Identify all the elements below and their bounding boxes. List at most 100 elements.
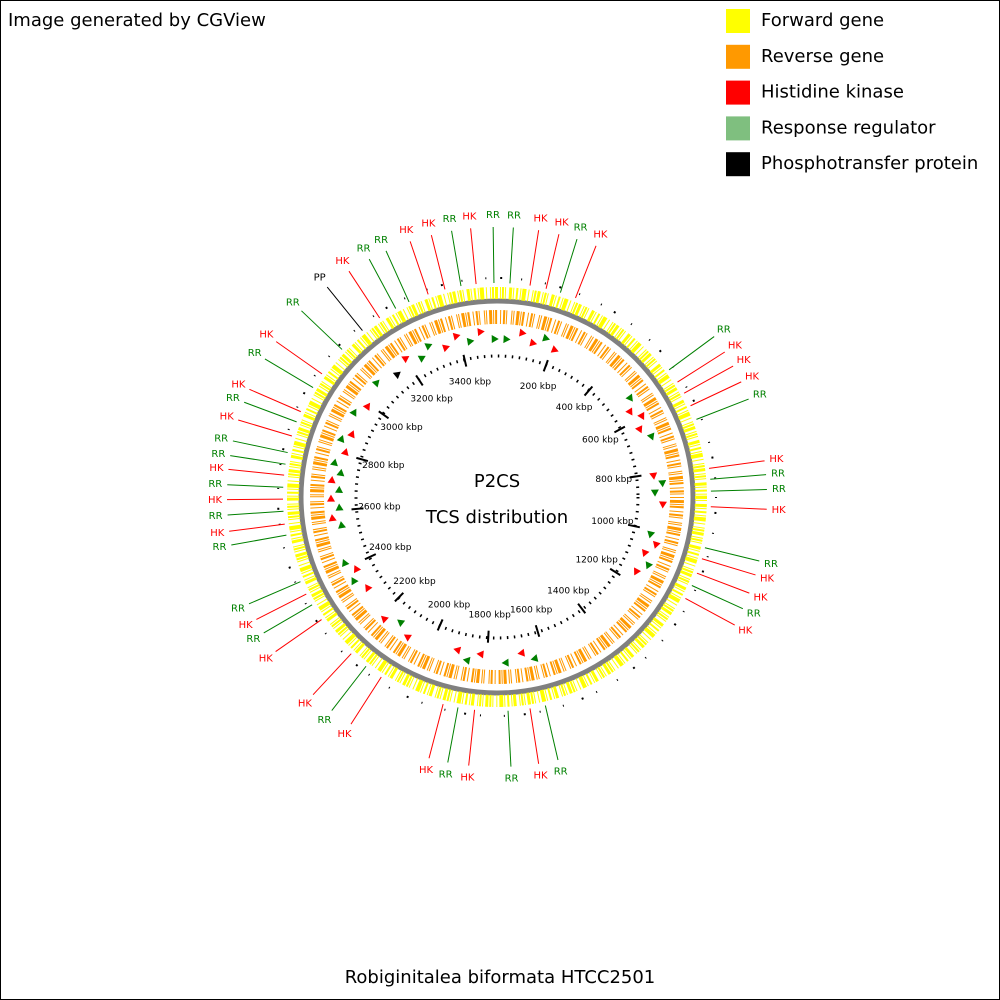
feature-label: HK	[220, 412, 235, 423]
feature-marker	[634, 567, 642, 576]
credit: Image generated by CGView	[8, 10, 266, 31]
map-title: P2CS	[474, 471, 520, 492]
feature-label: HK	[533, 771, 548, 782]
feature-marker	[453, 646, 462, 655]
feature-leader	[451, 230, 462, 287]
feature-marker	[338, 521, 346, 529]
feature-marker	[327, 494, 336, 502]
feature-marker	[349, 408, 357, 417]
feature-leader	[704, 547, 760, 562]
feature-marker	[646, 432, 655, 441]
feature-label: HK	[399, 225, 414, 236]
feature-label: HK	[760, 573, 775, 584]
feature-label: RR	[486, 210, 500, 221]
feature-leader	[691, 585, 744, 610]
feature-label: HK	[210, 528, 225, 539]
feature-label: RR	[209, 511, 223, 522]
ruler-tick	[415, 374, 424, 387]
ruler-label: 200 kbp	[520, 382, 557, 392]
feature-leader	[275, 619, 322, 653]
feature-marker	[658, 501, 667, 509]
feature-leader	[227, 484, 284, 488]
feature-leader	[331, 665, 367, 711]
ruler-label: 1000 kbp	[591, 517, 634, 527]
ruler-tick	[436, 619, 444, 631]
feature-leader	[710, 489, 767, 492]
feature-leader	[326, 286, 363, 331]
feature-label: HK	[738, 626, 753, 637]
feature-marker	[542, 333, 551, 342]
legend-swatch	[726, 116, 750, 141]
feature-label: HK	[555, 218, 570, 229]
feature-marker	[658, 479, 667, 488]
caption: Robiginitalea biformata HTCC2501	[345, 967, 656, 988]
feature-label: HK	[769, 454, 784, 465]
inner-ruler	[354, 354, 640, 640]
ruler-tick	[394, 592, 405, 603]
feature-leader	[575, 245, 597, 299]
feature-label: HK	[593, 230, 608, 241]
feature-marker	[353, 565, 362, 574]
feature-label: RR	[747, 609, 761, 620]
feature-label: RR	[317, 715, 331, 726]
feature-leader	[230, 455, 286, 465]
feature-leader	[409, 241, 429, 295]
ruler-label: 3200 kbp	[410, 394, 453, 404]
feature-leader	[701, 558, 756, 576]
feature-leader	[709, 460, 765, 469]
feature-marker	[645, 561, 654, 570]
feature-label: RR	[226, 393, 240, 404]
feature-marker	[529, 338, 538, 347]
feature-leader	[544, 705, 559, 761]
feature-marker	[342, 558, 350, 568]
feature-marker	[340, 448, 349, 456]
feature-marker	[336, 468, 345, 477]
feature-label: PP	[314, 273, 326, 284]
feature-marker	[462, 656, 471, 665]
feature-leader	[710, 474, 767, 480]
legend-swatch	[726, 80, 750, 105]
ruler-label: 800 kbp	[595, 475, 632, 485]
ruler-tick	[351, 507, 364, 511]
feature-leader	[263, 604, 313, 634]
feature-marker	[476, 650, 484, 659]
feature-leader	[275, 341, 323, 375]
ruler-label: 2200 kbp	[393, 577, 436, 587]
feature-marker	[401, 355, 410, 364]
legend-label: Phosphotransfer protein	[761, 153, 978, 174]
ruler-label: 400 kbp	[556, 403, 593, 413]
feature-label: RR	[214, 433, 228, 444]
feature-leader	[685, 598, 735, 626]
outer-ruler	[277, 277, 717, 717]
feature-label: HK	[745, 372, 760, 383]
feature-marker	[466, 337, 475, 346]
feature-label: HK	[728, 341, 743, 352]
feature-marker	[403, 634, 412, 642]
feature-label: HK	[231, 380, 246, 391]
feature-leader	[509, 227, 514, 284]
feature-label: HK	[772, 505, 787, 516]
feature-label: RR	[771, 469, 785, 480]
feature-marker	[380, 615, 389, 624]
feature-leader	[677, 351, 726, 383]
ruler-label: 600 kbp	[582, 436, 619, 446]
legend: Forward gene Reverse gene Histidine kinase…	[726, 9, 978, 177]
feature-label: RR	[248, 348, 262, 359]
feature-marker	[397, 619, 406, 627]
feature-label: RR	[717, 324, 731, 335]
feature-leader	[249, 388, 301, 413]
feature-marker	[371, 379, 380, 388]
feature-leader	[507, 710, 512, 767]
feature-marker	[424, 343, 433, 351]
ruler-tick	[627, 523, 641, 529]
feature-leader	[468, 709, 476, 766]
feature-marker	[550, 345, 559, 353]
feature-leader	[244, 401, 297, 423]
feature-label: RR	[374, 235, 388, 246]
feature-label: HK	[239, 620, 254, 631]
feature-leader	[248, 581, 301, 605]
feature-leader	[350, 676, 382, 725]
feature-label: HK	[737, 355, 752, 366]
ruler-tick	[583, 385, 594, 397]
